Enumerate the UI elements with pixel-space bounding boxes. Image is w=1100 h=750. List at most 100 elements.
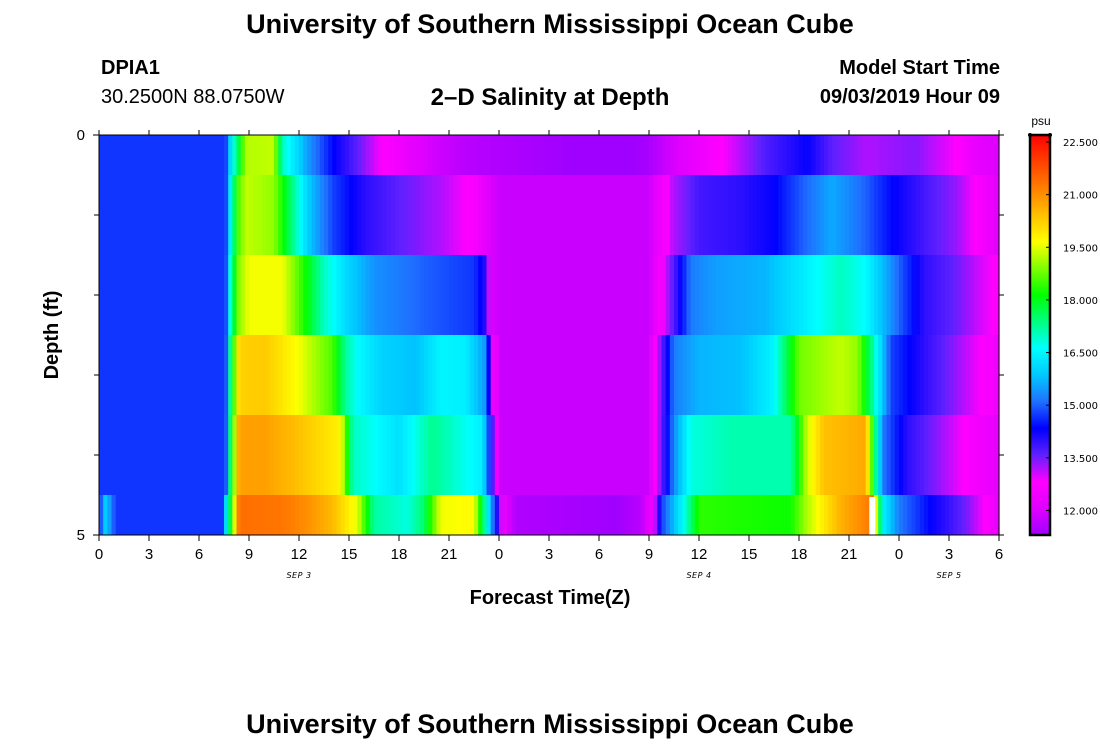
heatmap-cell	[157, 495, 163, 536]
heatmap-cell	[357, 495, 363, 536]
y-axis: 05	[77, 127, 1004, 544]
heatmap-cell	[986, 255, 992, 336]
heatmap-cell	[394, 255, 400, 336]
heatmap-cell	[519, 255, 525, 336]
heatmap-cell	[974, 135, 979, 176]
heatmap-cell	[203, 175, 208, 256]
heatmap-cell	[882, 175, 888, 256]
heatmap-cell	[707, 415, 713, 496]
heatmap-cell	[157, 175, 163, 256]
heatmap-cell	[332, 175, 338, 256]
heatmap-cell	[982, 495, 988, 536]
heatmap-cell	[565, 175, 571, 256]
heatmap-cell	[353, 495, 358, 536]
heatmap-cell	[978, 495, 983, 536]
heatmap-cell	[290, 175, 296, 256]
heatmap-cell	[719, 335, 725, 416]
heatmap-cell	[119, 495, 125, 536]
station-coords: 30.2500N 88.0750W	[101, 86, 285, 108]
heatmap-cell	[161, 135, 167, 176]
heatmap-cell	[328, 415, 333, 496]
heatmap-cell	[319, 335, 325, 416]
heatmap-cell	[515, 335, 521, 416]
heatmap-cell	[557, 495, 563, 536]
heatmap-cell	[974, 495, 979, 536]
heatmap-cell	[436, 255, 442, 336]
heatmap-cell	[507, 415, 513, 496]
heatmap-cell	[140, 335, 146, 416]
heatmap-cell	[886, 135, 892, 176]
heatmap-cell	[544, 255, 550, 336]
heatmap-cell	[853, 255, 858, 336]
heatmap-cell	[482, 135, 488, 176]
colorbar-tick-label: 21.000	[1063, 191, 1098, 202]
heatmap-cell	[986, 175, 992, 256]
heatmap-cell	[990, 495, 996, 536]
heatmap-cell	[757, 495, 763, 536]
heatmap-cell	[424, 495, 429, 536]
heatmap-cell	[457, 415, 463, 496]
heatmap-cell	[719, 415, 725, 496]
heatmap-cell	[844, 255, 850, 336]
heatmap-cell	[511, 135, 517, 176]
heatmap-cell	[899, 255, 904, 336]
heatmap-cell	[107, 255, 113, 336]
heatmap-cell	[457, 335, 463, 416]
heatmap-cell	[261, 495, 267, 536]
heatmap-cell	[240, 135, 246, 176]
heatmap-cell	[415, 495, 421, 536]
heatmap-cell	[982, 255, 988, 336]
heatmap-cell	[419, 175, 425, 256]
heatmap-cell	[586, 255, 592, 336]
colorbar-tick-label: 19.500	[1063, 243, 1098, 254]
heatmap-cell	[682, 415, 688, 496]
heatmap-cell	[419, 135, 425, 176]
heatmap-cell	[169, 335, 175, 416]
heatmap-cell	[240, 255, 246, 336]
heatmap-cell	[949, 415, 954, 496]
heatmap-cell	[165, 255, 171, 336]
heatmap-cell	[915, 175, 921, 256]
heatmap-cell	[678, 495, 683, 536]
heatmap-cell	[907, 335, 913, 416]
heatmap-cell	[336, 415, 342, 496]
heatmap-cell	[444, 175, 450, 256]
heatmap-cell	[686, 495, 692, 536]
heatmap-cell	[765, 135, 771, 176]
heatmap-cell	[882, 135, 888, 176]
heatmap-cell	[686, 415, 692, 496]
heatmap-cell	[811, 415, 817, 496]
heatmap-cell	[957, 415, 963, 496]
heatmap-cell	[311, 495, 317, 536]
heatmap-cell	[374, 255, 379, 336]
heatmap-cell	[974, 335, 979, 416]
heatmap-cell	[478, 415, 483, 496]
heatmap-cell	[732, 335, 738, 416]
heatmap-cell	[953, 495, 958, 536]
heatmap-cell	[678, 255, 683, 336]
heatmap-cell	[857, 175, 863, 256]
heatmap-cell	[253, 135, 258, 176]
heatmap-cell	[228, 175, 233, 256]
heatmap-cell	[332, 335, 338, 416]
heatmap-cell	[411, 255, 417, 336]
heatmap-cell	[324, 135, 329, 176]
heatmap-cell	[803, 415, 808, 496]
heatmap-cell	[519, 175, 525, 256]
heatmap-cell	[807, 135, 813, 176]
heatmap-cell	[399, 335, 404, 416]
heatmap-cell	[890, 495, 896, 536]
heatmap-cell	[849, 135, 854, 176]
heatmap-cell	[694, 335, 700, 416]
heatmap-cell	[915, 255, 921, 336]
heatmap-cell	[894, 335, 900, 416]
heatmap-cell	[632, 255, 638, 336]
heatmap-cell	[194, 175, 200, 256]
heatmap-cell	[707, 255, 713, 336]
heatmap-cell	[832, 495, 838, 536]
heatmap-cell	[540, 415, 546, 496]
heatmap-cell	[540, 175, 546, 256]
heatmap-cell	[378, 495, 383, 536]
heatmap-cell	[365, 255, 371, 336]
